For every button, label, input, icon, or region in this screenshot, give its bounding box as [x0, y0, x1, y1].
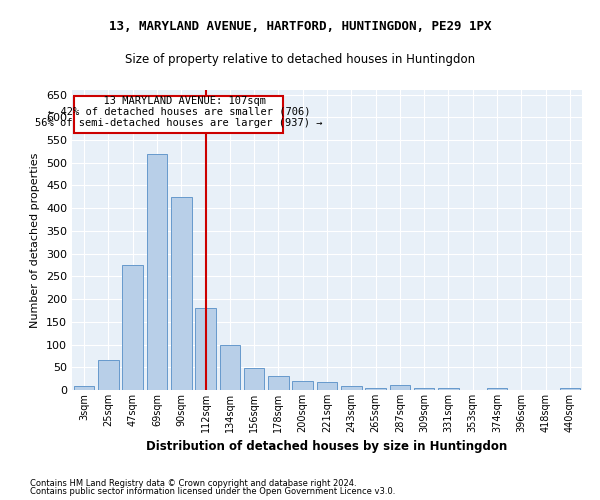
- Text: Contains public sector information licensed under the Open Government Licence v3: Contains public sector information licen…: [30, 487, 395, 496]
- Bar: [438, 388, 459, 390]
- Bar: [171, 197, 191, 390]
- Y-axis label: Number of detached properties: Number of detached properties: [31, 152, 40, 328]
- Bar: [341, 386, 362, 390]
- Bar: [414, 388, 434, 390]
- X-axis label: Distribution of detached houses by size in Huntingdon: Distribution of detached houses by size …: [146, 440, 508, 454]
- Bar: [74, 386, 94, 390]
- Bar: [268, 376, 289, 390]
- Bar: [487, 388, 508, 390]
- Bar: [292, 381, 313, 390]
- Bar: [389, 386, 410, 390]
- Bar: [365, 388, 386, 390]
- Text: Contains HM Land Registry data © Crown copyright and database right 2024.: Contains HM Land Registry data © Crown c…: [30, 478, 356, 488]
- Text: Size of property relative to detached houses in Huntingdon: Size of property relative to detached ho…: [125, 52, 475, 66]
- Bar: [317, 382, 337, 390]
- Bar: [98, 360, 119, 390]
- Bar: [220, 344, 240, 390]
- Text: 13, MARYLAND AVENUE, HARTFORD, HUNTINGDON, PE29 1PX: 13, MARYLAND AVENUE, HARTFORD, HUNTINGDO…: [109, 20, 491, 33]
- Text: 13 MARYLAND AVENUE: 107sqm: 13 MARYLAND AVENUE: 107sqm: [91, 96, 266, 106]
- Text: ← 42% of detached houses are smaller (706): ← 42% of detached houses are smaller (70…: [47, 107, 310, 117]
- FancyBboxPatch shape: [74, 96, 283, 132]
- Bar: [244, 368, 265, 390]
- Bar: [195, 308, 216, 390]
- Bar: [146, 154, 167, 390]
- Bar: [560, 388, 580, 390]
- Bar: [122, 265, 143, 390]
- Text: 56% of semi-detached houses are larger (937) →: 56% of semi-detached houses are larger (…: [35, 118, 323, 128]
